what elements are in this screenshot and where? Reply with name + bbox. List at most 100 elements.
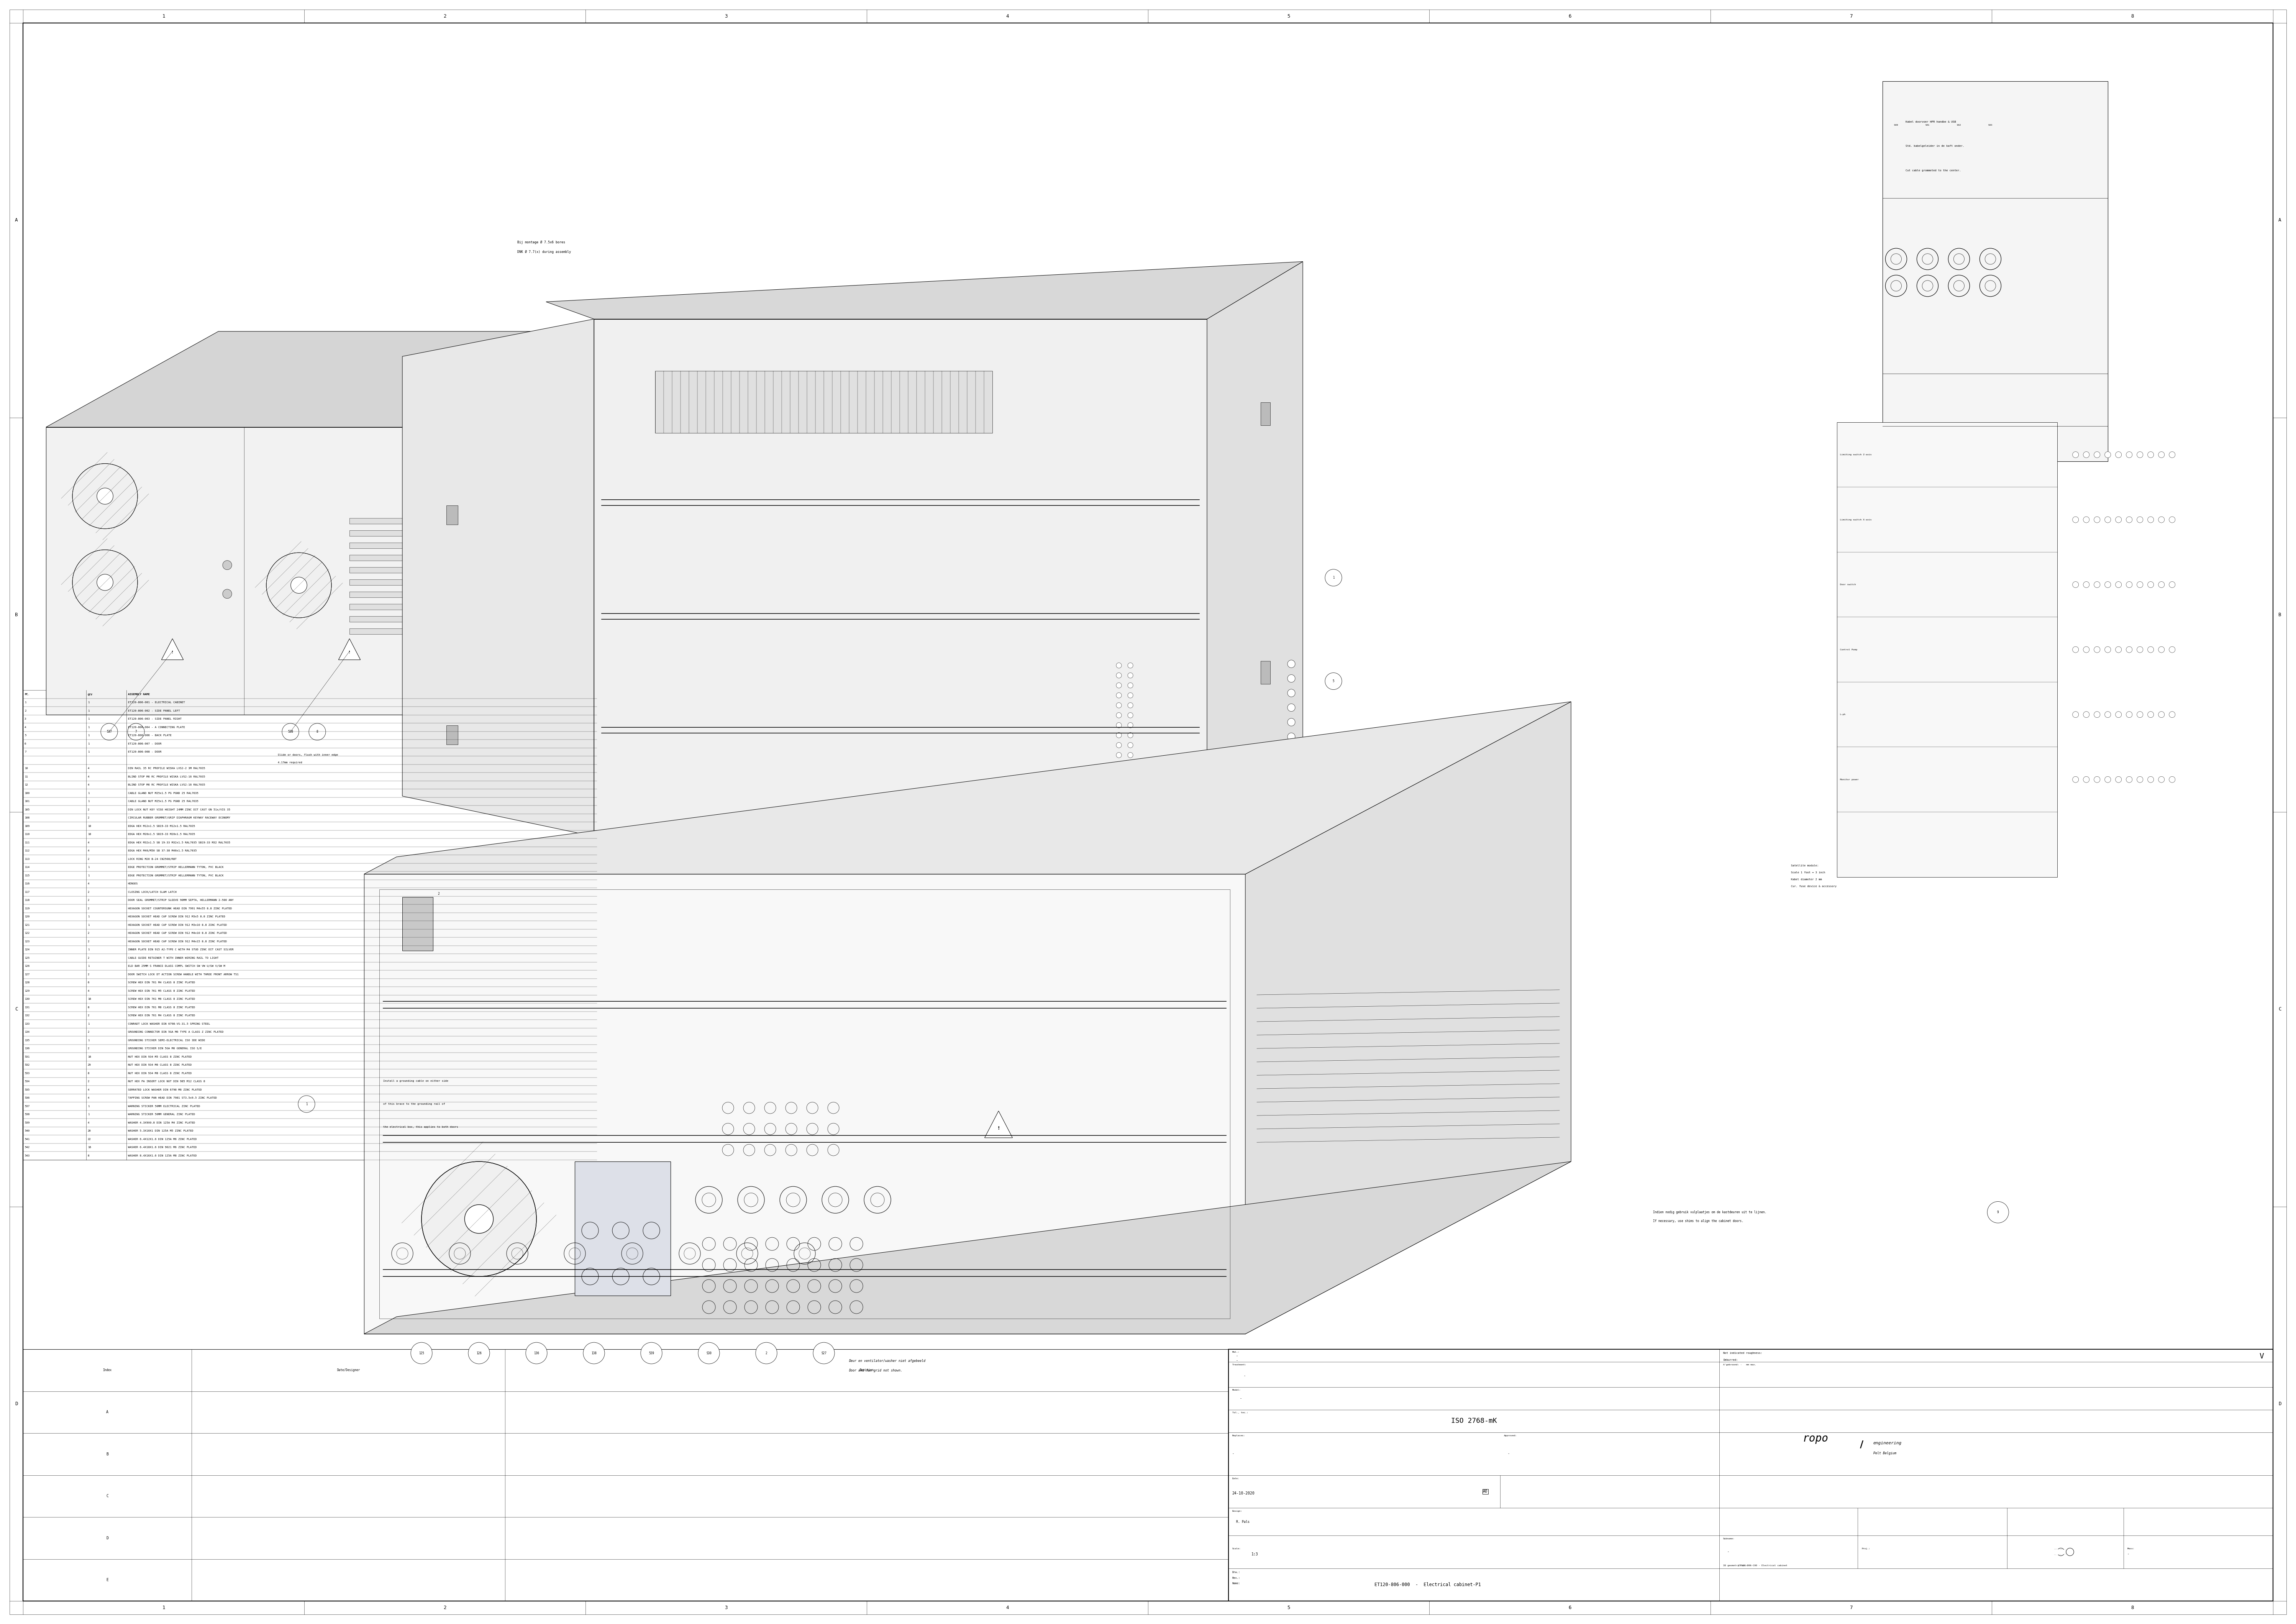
Text: S43: S43: [1988, 123, 1993, 127]
Text: 109: 109: [25, 825, 30, 827]
Circle shape: [641, 1343, 661, 1364]
Text: 4: 4: [1006, 1605, 1008, 1611]
Text: INNER PLATE DIN 915 A2-TYPE C WITH M4 STUD ZINC DIT CAST SILVER: INNER PLATE DIN 915 A2-TYPE C WITH M4 ST…: [129, 948, 234, 952]
Circle shape: [1116, 663, 1120, 667]
Text: WASHER 5.3X10X1 DIN 125A M5 ZINC PLATED: WASHER 5.3X10X1 DIN 125A M5 ZINC PLATED: [129, 1130, 193, 1132]
Text: Monitor power: Monitor power: [1839, 778, 1857, 781]
Bar: [402, 896, 434, 950]
Text: SCREW HEX DIN 761 M4 CLASS 8 ZINC PLATED: SCREW HEX DIN 761 M4 CLASS 8 ZINC PLATED: [129, 1015, 195, 1017]
Circle shape: [2094, 776, 2101, 783]
Text: S27: S27: [822, 1351, 827, 1354]
Text: Scale 1 foot = 3 inch: Scale 1 foot = 3 inch: [1791, 870, 1825, 874]
Circle shape: [1116, 713, 1120, 718]
Circle shape: [2105, 581, 2110, 588]
Circle shape: [1127, 793, 1132, 797]
Circle shape: [2158, 776, 2165, 783]
Circle shape: [1116, 783, 1120, 788]
Text: 536: 536: [25, 1096, 30, 1099]
Text: WARNING STICKER 50MM ELECTRICAL ZINC PLATED: WARNING STICKER 50MM ELECTRICAL ZINC PLA…: [129, 1104, 200, 1108]
Text: Deur en ventilator/washer niet afgebeeld: Deur en ventilator/washer niet afgebeeld: [850, 1359, 925, 1363]
Text: S30: S30: [707, 1351, 712, 1354]
Circle shape: [96, 487, 113, 505]
Circle shape: [1127, 783, 1132, 788]
Text: 537: 537: [25, 1104, 30, 1108]
Bar: [1837, 422, 2057, 877]
Text: Cur. fuse device & accessory: Cur. fuse device & accessory: [1791, 885, 1837, 887]
Text: 3D geometry rev.:: 3D geometry rev.:: [1724, 1564, 1747, 1567]
Text: 10: 10: [25, 767, 28, 770]
Text: Kabel doorvoer HPR handbe & USB: Kabel doorvoer HPR handbe & USB: [1906, 120, 1956, 123]
Text: 6: 6: [1568, 13, 1570, 19]
Circle shape: [1988, 1202, 2009, 1223]
Circle shape: [1116, 742, 1120, 747]
Circle shape: [2105, 711, 2110, 718]
Text: Date/Designer: Date/Designer: [338, 1369, 360, 1372]
Circle shape: [1116, 672, 1120, 679]
Polygon shape: [468, 331, 641, 715]
Text: Name:: Name:: [1233, 1582, 1240, 1585]
Text: 534: 534: [25, 1080, 30, 1083]
Circle shape: [2126, 581, 2133, 588]
Circle shape: [2126, 711, 2133, 718]
Circle shape: [583, 1343, 604, 1364]
Text: PC.: PC.: [25, 693, 30, 695]
Circle shape: [1116, 752, 1120, 758]
Text: EDGE PROTECTION GROMMET/STRIP HELLERMANN TYTON, PVC BLACK: EDGE PROTECTION GROMMET/STRIP HELLERMANN…: [129, 874, 223, 877]
Circle shape: [2138, 711, 2142, 718]
Circle shape: [1116, 773, 1120, 778]
Text: 537: 537: [106, 731, 113, 734]
Text: NUT HEX DIN 934 M5 CLASS 8 ZINC PLATED: NUT HEX DIN 934 M5 CLASS 8 ZINC PLATED: [129, 1056, 191, 1057]
Text: NUT HEX PA INSERT LOCK NUT DIN 985 M12 CLASS 8: NUT HEX PA INSERT LOCK NUT DIN 985 M12 C…: [129, 1080, 204, 1083]
Circle shape: [2073, 776, 2078, 783]
Circle shape: [1325, 672, 1341, 690]
Polygon shape: [365, 1161, 1570, 1333]
Circle shape: [1127, 693, 1132, 698]
Text: HEXAGON SOCKET HEAD CAP SCREW DIN 912 M4x10 8.8 ZINC PLATED: HEXAGON SOCKET HEAD CAP SCREW DIN 912 M4…: [129, 932, 227, 934]
Text: 2: 2: [443, 13, 445, 19]
Text: CONRADT LOCK WASHER DIN 6798-VS-31.5 SPRING STEEL: CONRADT LOCK WASHER DIN 6798-VS-31.5 SPR…: [129, 1023, 209, 1025]
Circle shape: [1116, 732, 1120, 737]
Circle shape: [1127, 732, 1132, 737]
Text: 6: 6: [1568, 1605, 1570, 1611]
Text: 532: 532: [25, 1064, 30, 1067]
Circle shape: [2082, 516, 2089, 523]
Circle shape: [2158, 581, 2165, 588]
Circle shape: [2158, 516, 2165, 523]
Text: QTY: QTY: [87, 693, 92, 695]
Circle shape: [1116, 703, 1120, 708]
Bar: [23, 690, 597, 1160]
Text: 108: 108: [25, 817, 30, 818]
Text: Bij montage Ø 7.5x6 bores: Bij montage Ø 7.5x6 bores: [517, 240, 565, 244]
Circle shape: [1116, 762, 1120, 768]
Text: HINGES: HINGES: [129, 883, 138, 885]
Circle shape: [2094, 451, 2101, 458]
Text: Drw.:: Drw.:: [1233, 1570, 1240, 1574]
Bar: [349, 555, 411, 560]
Circle shape: [2115, 776, 2122, 783]
Circle shape: [2147, 451, 2154, 458]
Text: ET120-806-007 - DOOR: ET120-806-007 - DOOR: [129, 742, 161, 745]
Circle shape: [2126, 451, 2133, 458]
Text: 538: 538: [287, 731, 294, 734]
Text: LOCK RING M20 B-24 CN2508/RBT: LOCK RING M20 B-24 CN2508/RBT: [129, 857, 177, 861]
Bar: [349, 567, 411, 573]
Text: S41: S41: [1926, 123, 1929, 127]
Polygon shape: [46, 331, 641, 427]
Bar: [349, 580, 411, 585]
Polygon shape: [365, 874, 1244, 1333]
Bar: [631, 551, 641, 573]
Text: B: B: [14, 612, 18, 617]
Bar: [574, 1161, 670, 1296]
Text: A0: A0: [1483, 1489, 1488, 1494]
Bar: [23, 1350, 1228, 1601]
Circle shape: [1116, 682, 1120, 689]
Text: B: B: [2278, 612, 2282, 617]
Text: 132: 132: [25, 1015, 30, 1017]
Circle shape: [2073, 451, 2078, 458]
Circle shape: [2170, 711, 2174, 718]
Circle shape: [1116, 693, 1120, 698]
Circle shape: [2094, 516, 2101, 523]
Text: NUT HEX DIN 934 M6 CLASS 8 ZINC PLATED: NUT HEX DIN 934 M6 CLASS 8 ZINC PLATED: [129, 1064, 191, 1067]
Text: 115: 115: [25, 874, 30, 877]
Text: D: D: [2278, 1402, 2282, 1406]
